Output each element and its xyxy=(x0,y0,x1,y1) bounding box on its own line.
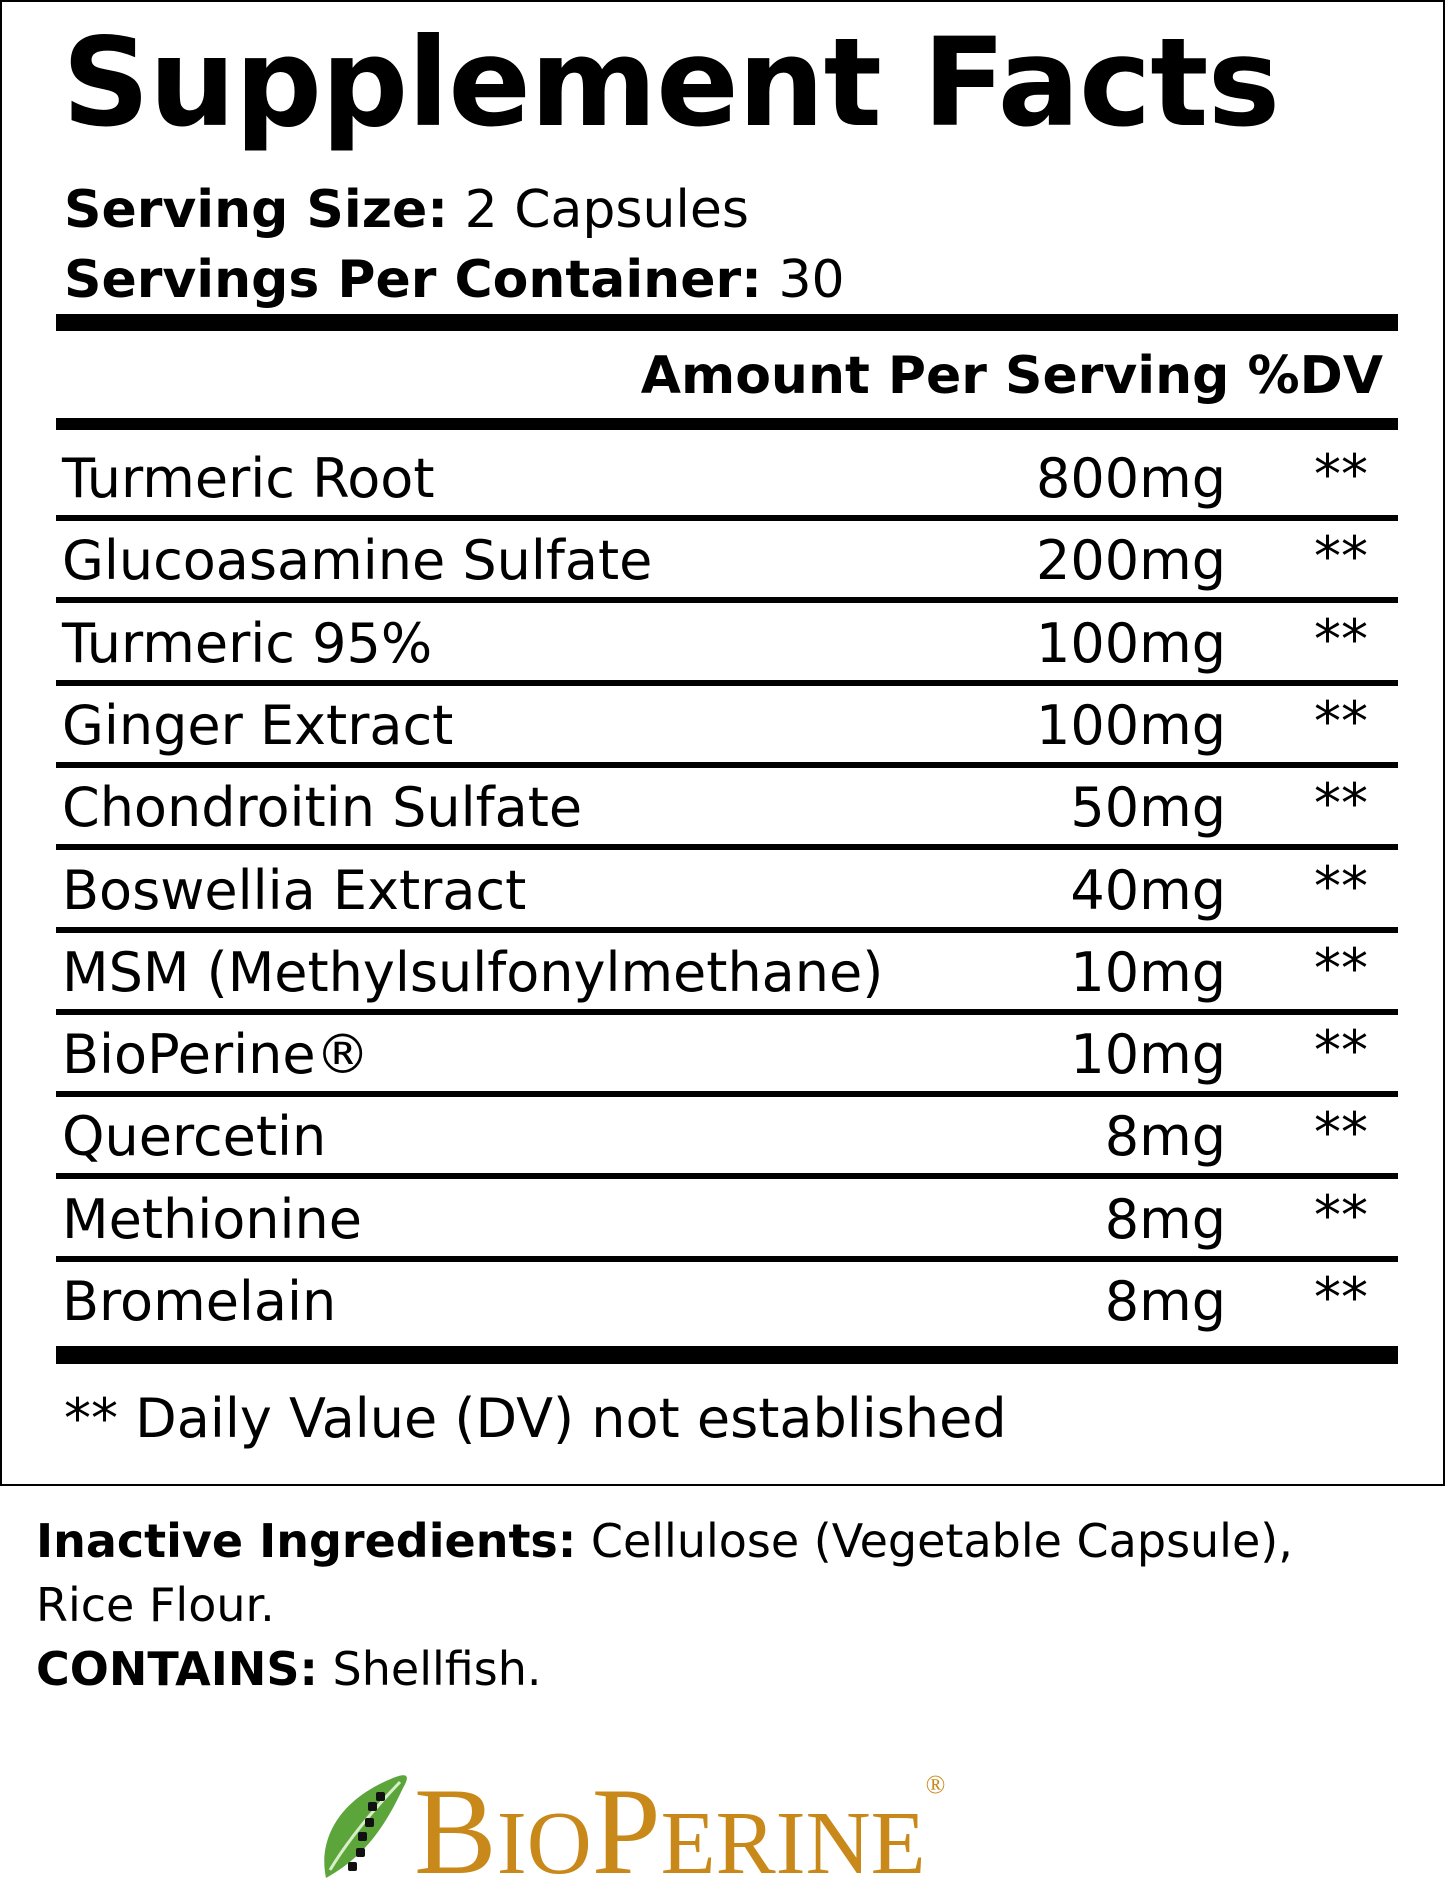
row-divider xyxy=(56,844,1398,851)
ingredient-amount: 200mg xyxy=(1036,529,1226,593)
row-divider xyxy=(56,597,1398,604)
ingredient-name: Ginger Extract xyxy=(62,693,454,757)
panel-title: Supplement Facts xyxy=(62,12,1280,154)
ingredient-dv: ** xyxy=(1314,443,1368,506)
amount-header: Amount Per Serving xyxy=(640,346,1230,406)
row-divider xyxy=(56,1173,1398,1180)
ingredient-name: Quercetin xyxy=(62,1105,327,1169)
row-divider xyxy=(56,1008,1398,1015)
medium-divider xyxy=(56,418,1398,430)
ingredient-dv: ** xyxy=(1314,525,1368,589)
bioperine-logo: BIOPERINE® xyxy=(318,1770,1138,1894)
ingredient-row: Chondroitin Sulfate 50mg ** xyxy=(56,765,1398,851)
inactive-ingredients: Inactive Ingredients: Cellulose (Vegetab… xyxy=(36,1518,1293,1564)
ingredient-amount: 10mg xyxy=(1070,1023,1226,1087)
ingredient-name: Boswellia Extract xyxy=(62,858,527,922)
ingredient-row: MSM (Methylsulfonylmethane) 10mg ** xyxy=(56,930,1398,1015)
row-divider xyxy=(56,515,1398,521)
ingredient-dv: ** xyxy=(1314,607,1368,671)
servings-per-container-label: Servings Per Container: xyxy=(64,250,762,310)
ingredient-amount: 50mg xyxy=(1070,776,1226,840)
ingredient-dv: ** xyxy=(1314,1101,1368,1165)
ingredient-dv: ** xyxy=(1314,772,1368,836)
serving-size: Serving Size: 2 Capsules xyxy=(64,184,749,236)
ingredient-name: Bromelain xyxy=(62,1270,337,1333)
servings-per-container-value: 30 xyxy=(761,250,845,310)
ingredient-name: Methionine xyxy=(62,1187,362,1251)
inactive-ingredients-cont: Rice Flour. xyxy=(36,1578,275,1632)
ingredient-row: Turmeric 95% 100mg ** xyxy=(56,601,1398,686)
dv-header: %DV xyxy=(1247,346,1383,406)
footnote: ** Daily Value (DV) not established xyxy=(64,1387,1007,1450)
ingredient-row: Glucoasamine Sulfate 200mg ** xyxy=(56,518,1398,604)
ingredient-amount: 8mg xyxy=(1104,1187,1226,1251)
row-divider xyxy=(56,926,1398,933)
ingredient-amount: 100mg xyxy=(1036,693,1226,757)
ingredient-dv: ** xyxy=(1314,1266,1368,1329)
contains-value: Shellfish. xyxy=(317,1642,542,1696)
supplement-facts-panel xyxy=(0,0,1445,1486)
contains-allergens: CONTAINS: Shellfish. xyxy=(36,1646,541,1692)
contains-label: CONTAINS: xyxy=(36,1642,318,1696)
inactive-value: Cellulose (Vegetable Capsule), xyxy=(576,1514,1293,1568)
ingredient-dv: ** xyxy=(1314,936,1368,1000)
ingredient-row: Boswellia Extract 40mg ** xyxy=(56,848,1398,933)
ingredient-dv: ** xyxy=(1314,1183,1368,1247)
logo-wordmark: BIOPERINE® xyxy=(414,1763,946,1900)
thick-divider-bottom xyxy=(56,1346,1398,1364)
serving-size-value: 2 Capsules xyxy=(448,180,749,240)
ingredient-name: Turmeric Root xyxy=(62,447,435,510)
leaf-icon xyxy=(324,1775,407,1878)
ingredient-row: Bromelain 8mg ** xyxy=(56,1259,1398,1341)
row-divider xyxy=(56,761,1398,768)
ingredient-amount: 800mg xyxy=(1036,447,1226,510)
ingredient-amount: 100mg xyxy=(1036,611,1226,675)
servings-per-container: Servings Per Container: 30 xyxy=(64,254,845,306)
ingredient-dv: ** xyxy=(1314,1019,1368,1083)
serving-size-label: Serving Size: xyxy=(64,180,449,240)
ingredient-row: Turmeric Root 800mg ** xyxy=(56,436,1398,521)
ingredient-row: Quercetin 8mg ** xyxy=(56,1094,1398,1180)
ingredient-amount: 8mg xyxy=(1104,1105,1226,1169)
ingredient-amount: 8mg xyxy=(1104,1270,1226,1333)
ingredient-name: Turmeric 95% xyxy=(62,611,433,675)
ingredient-amount: 10mg xyxy=(1070,940,1226,1004)
ingredient-name: Chondroitin Sulfate xyxy=(62,776,583,840)
ingredient-amount: 40mg xyxy=(1070,858,1226,922)
ingredient-name: Glucoasamine Sulfate xyxy=(62,529,653,593)
thick-divider xyxy=(56,314,1398,331)
ingredient-row: Methionine 8mg ** xyxy=(56,1177,1398,1262)
ingredient-dv: ** xyxy=(1314,689,1368,753)
inactive-label: Inactive Ingredients: xyxy=(36,1514,577,1568)
ingredient-row: Ginger Extract 100mg ** xyxy=(56,683,1398,768)
ingredient-name: BioPerine® xyxy=(62,1023,370,1087)
row-divider xyxy=(56,1091,1398,1098)
ingredient-dv: ** xyxy=(1314,854,1368,918)
ingredient-name: MSM (Methylsulfonylmethane) xyxy=(62,940,884,1004)
row-divider xyxy=(56,679,1398,686)
ingredient-row: BioPerine® 10mg ** xyxy=(56,1012,1398,1098)
column-header: Amount Per Serving %DV xyxy=(641,350,1383,402)
row-divider xyxy=(56,1255,1398,1262)
